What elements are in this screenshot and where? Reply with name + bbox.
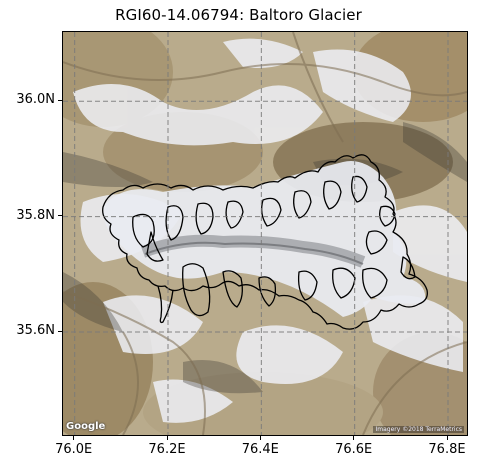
map-grid (63, 32, 467, 435)
y-tick-mark (58, 330, 62, 332)
imagery-attribution: Imagery ©2018 TerraMetrics (373, 426, 464, 433)
map-title: RGI60-14.06794: Baltoro Glacier (115, 6, 362, 24)
x-tick-mark (259, 436, 261, 440)
y-tick-label: 35.6N (16, 323, 55, 338)
y-tick-mark (58, 215, 62, 217)
glacier-outline (102, 154, 428, 330)
x-tick-label: 76.8E (428, 442, 466, 457)
x-tick-mark (166, 436, 168, 440)
satellite-map (63, 32, 467, 435)
x-tick-label: 76.6E (335, 442, 373, 457)
x-tick-mark (446, 436, 448, 440)
valley-ridges (63, 32, 467, 435)
x-tick-label: 76.2E (148, 442, 186, 457)
x-tick-mark (353, 436, 355, 440)
map-frame[interactable]: Google Imagery ©2018 TerraMetrics (62, 31, 468, 436)
y-tick-label: 36.0N (16, 92, 55, 108)
x-tick-label: 76.0E (55, 442, 93, 457)
x-tick-mark (73, 436, 75, 440)
glacier-ice (103, 161, 426, 317)
google-logo: Google (66, 421, 106, 432)
x-tick-label: 76.4E (241, 442, 279, 457)
y-tick-label: 35.8N (16, 207, 55, 223)
y-tick-mark (58, 99, 62, 101)
